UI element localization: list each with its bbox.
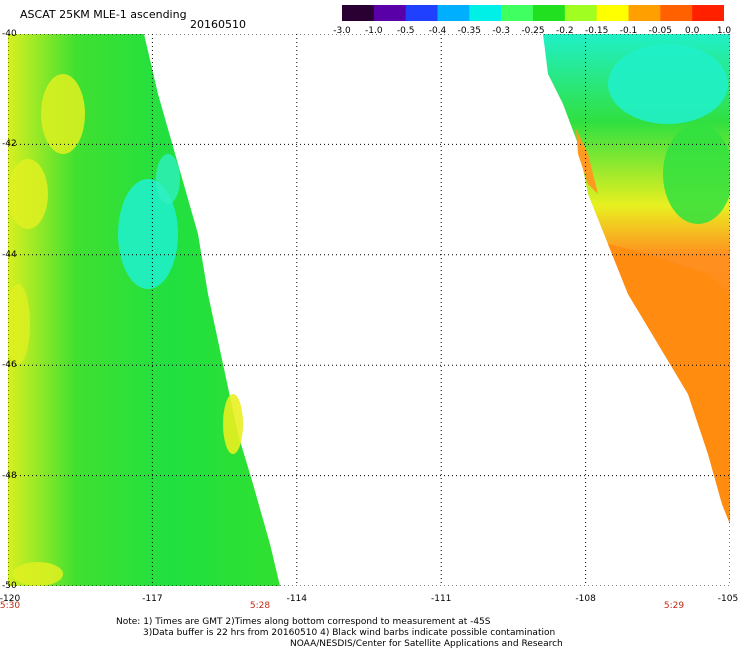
lon-label: -105 (717, 594, 739, 604)
right-cyan-patch (608, 44, 728, 124)
colorbar-tick-label: -0.3 (492, 26, 510, 36)
time-label-mid: 5:28 (249, 601, 271, 611)
lat-label: -48 (2, 470, 17, 481)
colorbar-swatch (373, 5, 407, 21)
left-swath (8, 34, 280, 586)
colorbar-tick-label: 0.0 (684, 26, 700, 36)
left-yellow-patch (41, 74, 85, 154)
lon-label: -111 (430, 594, 452, 604)
colorbar-tick-label: -0.05 (648, 26, 672, 36)
note-line-3: NOAA/NESDIS/Center for Satellite Applica… (290, 639, 563, 649)
colorbar-swatch (469, 5, 502, 21)
time-label-right: 5:29 (663, 601, 685, 611)
lat-label: -46 (2, 360, 17, 371)
time-label-left: 5:30 (0, 601, 21, 611)
left-yellow-edge (223, 394, 243, 454)
colorbar-tick-label: -0.35 (457, 26, 481, 36)
lon-label: -108 (575, 594, 596, 604)
colorbar (342, 5, 724, 21)
right-green-patch (663, 124, 730, 224)
colorbar-swatch (437, 5, 470, 21)
colorbar-tick-label: -0.25 (521, 26, 545, 36)
right-orange-region (608, 244, 730, 524)
colorbar-swatch (501, 5, 534, 21)
colorbar-tick-label: -1.0 (365, 26, 383, 36)
colorbar-swatch (533, 5, 566, 21)
colorbar-tick-label: -0.15 (585, 26, 609, 36)
lat-label: -42 (2, 139, 17, 150)
colorbar-swatch (660, 5, 693, 21)
left-yellow-patch-3 (8, 284, 30, 364)
left-yellow-patch-2 (8, 159, 48, 229)
colorbar-swatch (405, 5, 438, 21)
chart-title: ASCAT 25KM MLE-1 ascending (20, 8, 187, 21)
left-cyan-patch (118, 179, 178, 289)
left-cyan-patch-2 (156, 154, 180, 204)
wind-map (8, 34, 730, 586)
chart-date: 20160510 (190, 18, 246, 31)
lat-label: -44 (2, 249, 17, 260)
colorbar-tick-label: -0.5 (396, 26, 415, 36)
colorbar-tick-label: -3.0 (333, 26, 351, 36)
lat-label: -50 (2, 581, 17, 591)
lat-label: -40 (2, 29, 17, 39)
colorbar-swatch (342, 5, 375, 21)
lon-label: -120 (0, 594, 21, 604)
lon-label: -117 (142, 594, 163, 604)
note-line-1: Note: 1) Times are GMT 2)Times along bot… (116, 617, 491, 627)
colorbar-tick-label: 1.0 (716, 26, 732, 36)
colorbar-tick-label: -0.4 (428, 26, 447, 36)
right-orange-strip (576, 129, 598, 194)
colorbar-tick-label: -0.1 (619, 26, 638, 36)
colorbar-swatch (628, 5, 661, 21)
colorbar-swatch (692, 5, 724, 21)
note-line-2: 3)Data buffer is 22 hrs from 20160510 4)… (143, 628, 556, 638)
colorbar-tick-label: -0.2 (556, 26, 574, 36)
colorbar-swatch (596, 5, 629, 21)
lon-label: -114 (286, 594, 308, 604)
colorbar-swatch (564, 5, 598, 21)
left-yellow-bottom (13, 562, 63, 586)
